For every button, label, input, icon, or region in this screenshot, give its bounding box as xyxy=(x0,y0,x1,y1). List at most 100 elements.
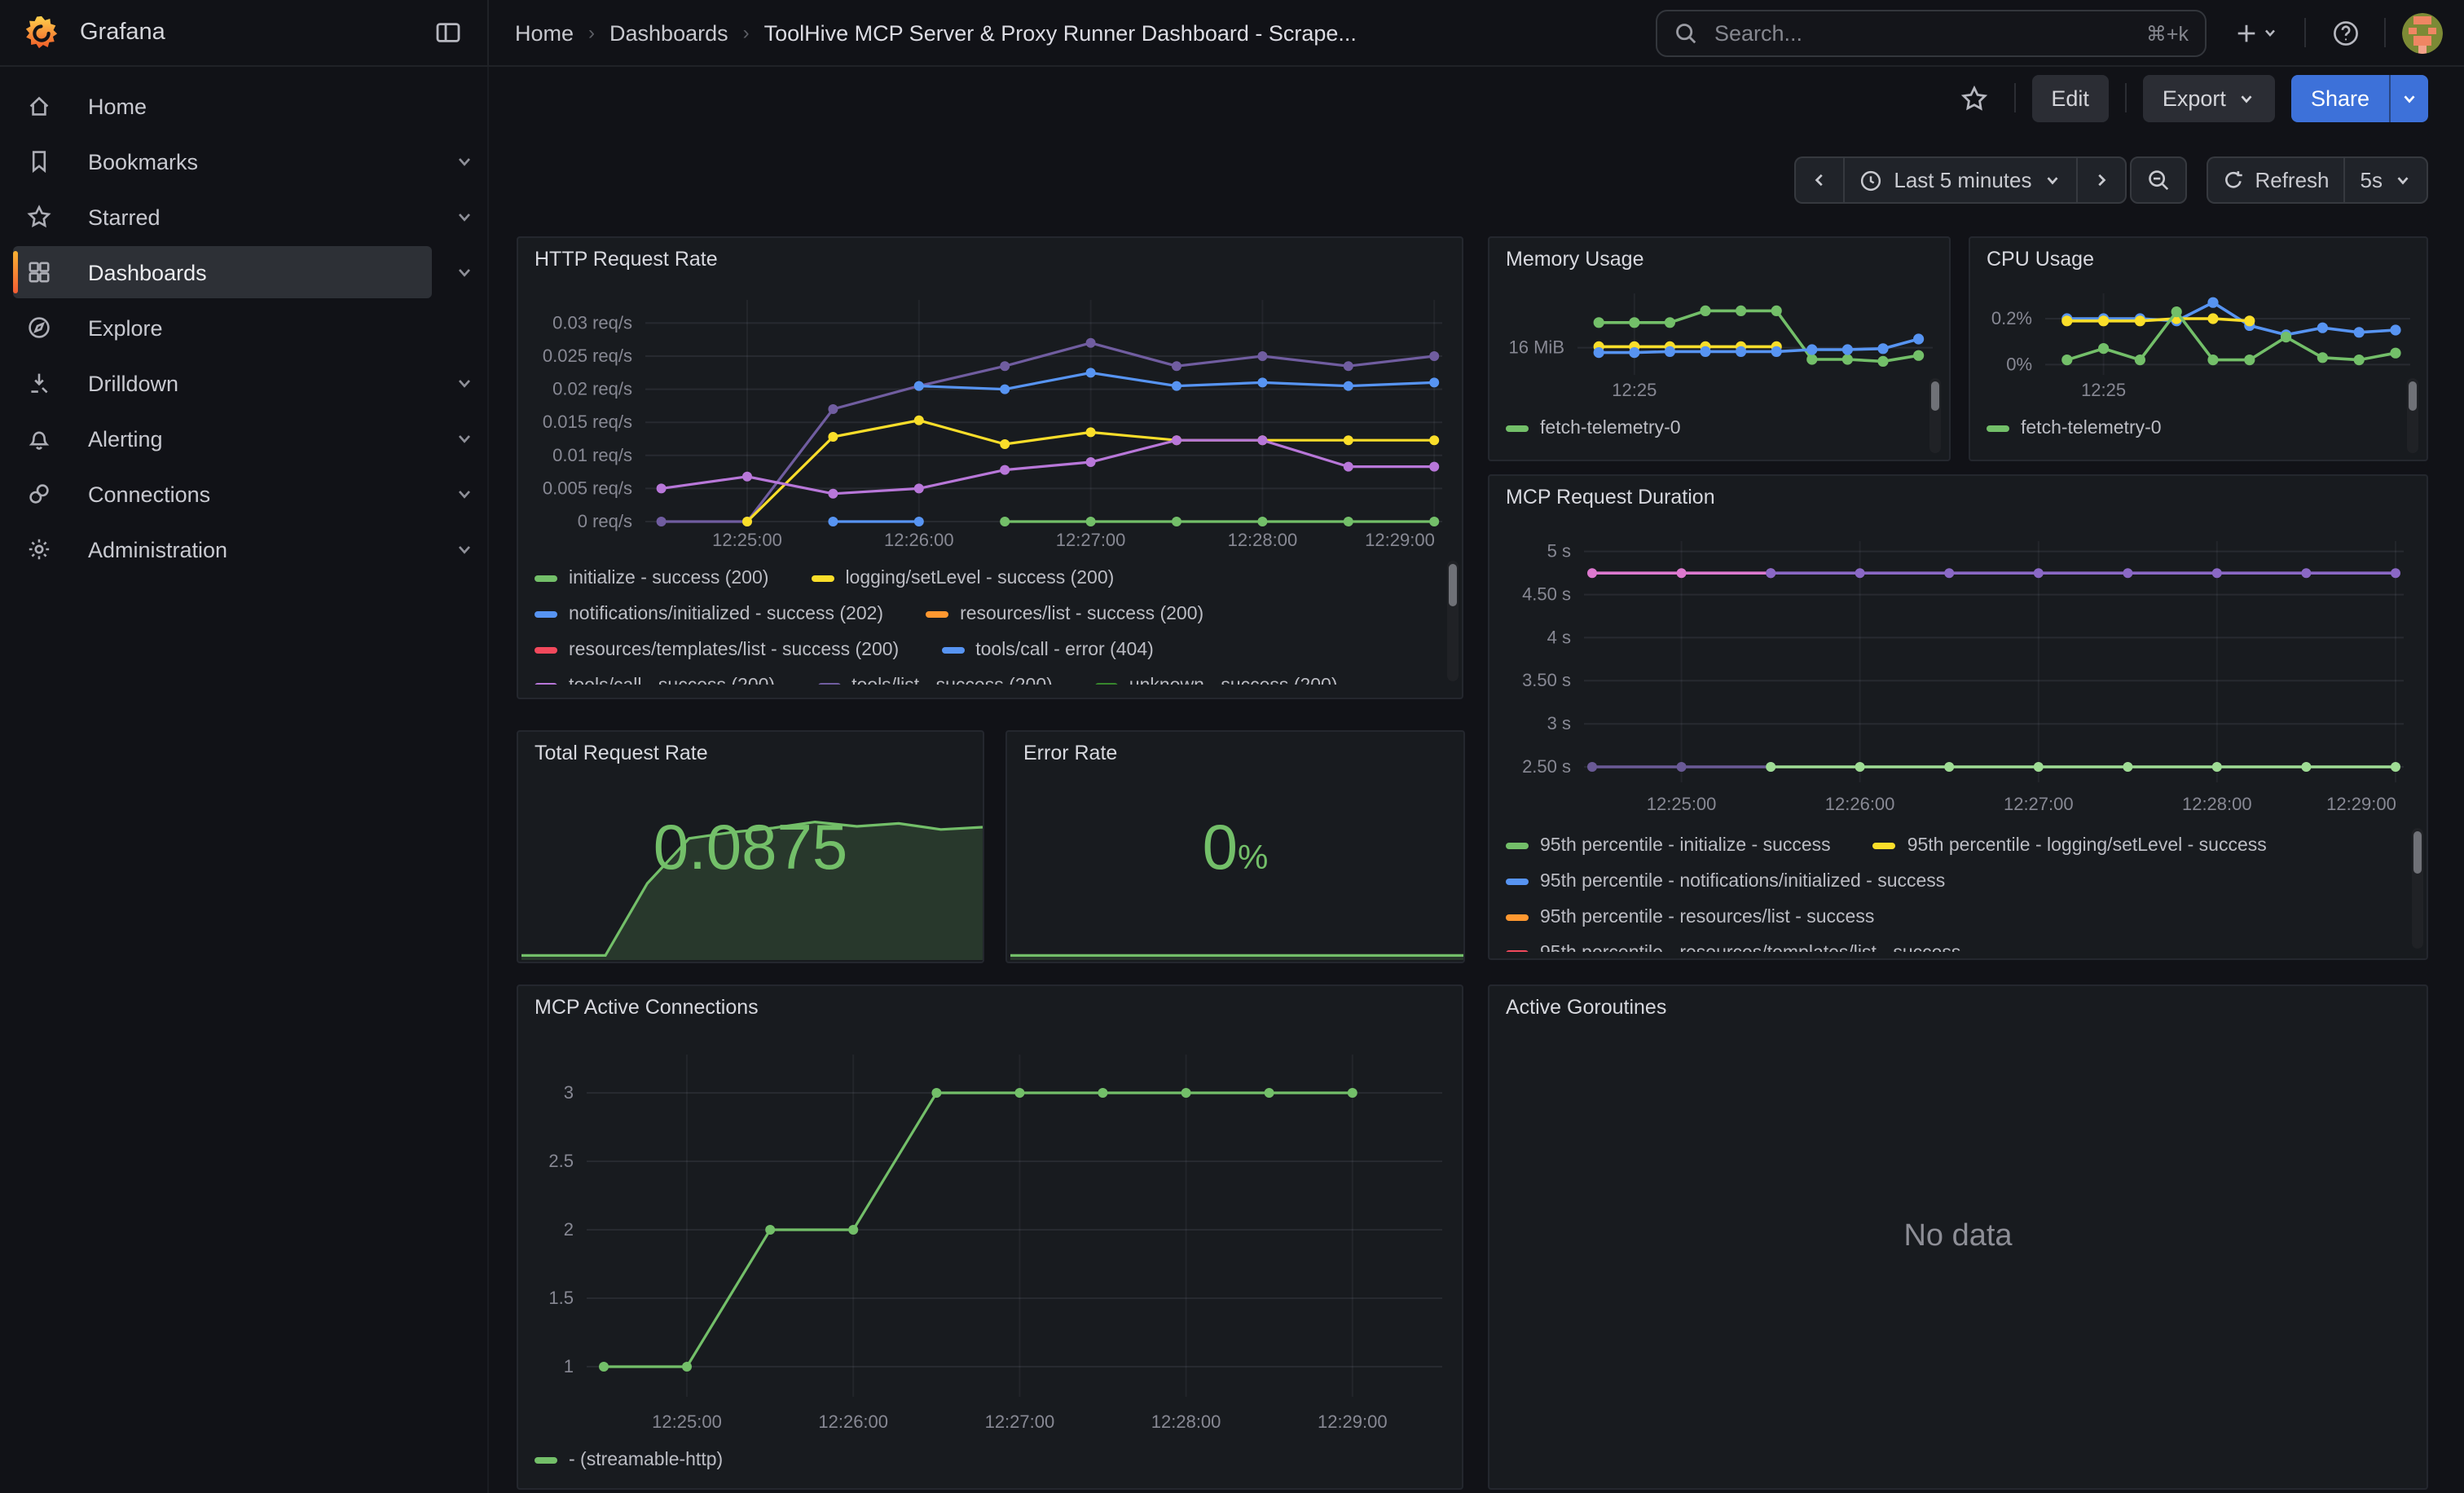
sidebar-item-drilldown[interactable]: Drilldown xyxy=(0,355,487,411)
legend-item[interactable]: logging/setLevel - success (200) xyxy=(811,569,1114,588)
legend-item[interactable]: fetch-telemetry-0 xyxy=(1987,419,2162,438)
legend-item[interactable]: 95th percentile - resources/templates/li… xyxy=(1506,944,1960,952)
svg-text:1: 1 xyxy=(564,1356,574,1376)
legend-item[interactable]: 95th percentile - resources/list - succe… xyxy=(1506,908,1874,927)
legend-item[interactable]: tools/call - success (200) xyxy=(535,676,775,685)
edit-button[interactable]: Edit xyxy=(2031,74,2109,121)
mcp-active-connections-chart[interactable]: 1 1.5 2 2.5 3 12:25:00 12:26:00 12:27:00 12:28:0… xyxy=(531,1038,1452,1436)
legend-scrollbar-thumb[interactable] xyxy=(2409,381,2417,411)
search-box[interactable]: ⌘+k xyxy=(1656,9,2207,56)
sidebar-item-explore[interactable]: Explore xyxy=(0,300,487,355)
legend-label: 95th percentile - initialize - success xyxy=(1540,836,1831,856)
sidebar-item-label: Home xyxy=(88,94,147,118)
svg-text:12:29:00: 12:29:00 xyxy=(1365,530,1435,550)
sidebar-item-connections[interactable]: Connections xyxy=(0,466,487,522)
help-icon[interactable] xyxy=(2322,10,2368,55)
panel-title[interactable]: MCP Active Connections xyxy=(535,996,759,1019)
chevron-down-icon[interactable] xyxy=(455,540,474,559)
legend-scrollbar-thumb[interactable] xyxy=(2413,831,2422,874)
breadcrumb-home[interactable]: Home xyxy=(515,20,574,45)
legend-item[interactable]: unknown - success (200) xyxy=(1094,676,1338,685)
legend-item[interactable]: - (streamable-http) xyxy=(535,1451,723,1470)
cpu-usage-chart[interactable]: 0.2% 0% 12:25 xyxy=(1983,280,2417,404)
sidebar-toggle-button[interactable] xyxy=(425,10,471,55)
memory-usage-chart[interactable]: 16 MiB 12:25 xyxy=(1503,280,1939,404)
legend-label: 95th percentile - logging/setLevel - suc… xyxy=(1907,836,2267,856)
time-controls: Last 5 minutes Refresh 5s xyxy=(1794,156,2428,204)
series-color-swatch xyxy=(926,611,949,618)
legend-scrollbar xyxy=(1929,378,1941,453)
legend-item[interactable]: tools/list - success (200) xyxy=(817,676,1053,685)
breadcrumb-separator: › xyxy=(588,21,596,44)
chart-legend: fetch-telemetry-0 xyxy=(1987,411,2378,450)
sidebar-item-home[interactable]: Home xyxy=(0,78,487,134)
dashboard-toolbar: Edit Export Share xyxy=(489,65,2464,130)
panel-mcp-request-duration: MCP Request Duration 2.50 s 3 s 3.50 s 4 s 4… xyxy=(1488,474,2428,960)
legend-item[interactable]: notifications/initialized - success (202… xyxy=(535,605,883,624)
time-shift-back-button[interactable] xyxy=(1794,156,1844,204)
chevron-down-icon[interactable] xyxy=(455,207,474,227)
bookmark-icon xyxy=(26,148,52,174)
share-button[interactable]: Share xyxy=(2290,74,2389,121)
chevron-down-icon[interactable] xyxy=(455,429,474,448)
svg-text:3.50 s: 3.50 s xyxy=(1522,670,1571,690)
chevron-down-icon[interactable] xyxy=(455,484,474,504)
time-range-picker[interactable]: Last 5 minutes xyxy=(1843,156,2076,204)
panel-title[interactable]: Total Request Rate xyxy=(535,742,708,764)
panel-title[interactable]: MCP Request Duration xyxy=(1506,486,1715,509)
legend-item[interactable]: fetch-telemetry-0 xyxy=(1506,419,1681,438)
breadcrumb-dashboards[interactable]: Dashboards xyxy=(609,20,728,45)
legend-label: fetch-telemetry-0 xyxy=(1540,419,1681,438)
sidebar-item-bookmarks[interactable]: Bookmarks xyxy=(0,134,487,189)
legend-item[interactable]: resources/list - success (200) xyxy=(926,605,1203,624)
search-input[interactable] xyxy=(1711,19,2133,46)
user-avatar[interactable] xyxy=(2402,12,2443,53)
legend-scrollbar-thumb[interactable] xyxy=(1449,564,1457,606)
legend-label: notifications/initialized - success (202… xyxy=(569,605,884,624)
zoom-out-button[interactable] xyxy=(2129,156,2187,204)
panel-active-goroutines: Active Goroutines No data xyxy=(1488,984,2428,1490)
time-shift-forward-button[interactable] xyxy=(2075,156,2127,204)
sidebar-item-label: Dashboards xyxy=(88,260,207,284)
legend-item[interactable]: 95th percentile - notifications/initiali… xyxy=(1506,872,1945,892)
chevron-down-icon[interactable] xyxy=(455,373,474,393)
panel-title[interactable]: CPU Usage xyxy=(1987,248,2094,271)
sidebar-item-alerting[interactable]: Alerting xyxy=(0,411,487,466)
legend-scrollbar xyxy=(2407,378,2418,453)
panel-title[interactable]: Memory Usage xyxy=(1506,248,1644,271)
favorite-star-button[interactable] xyxy=(1951,75,1997,121)
new-plus-button[interactable] xyxy=(2223,10,2288,55)
share-dropdown-caret[interactable] xyxy=(2389,74,2428,121)
export-button[interactable]: Export xyxy=(2142,74,2275,121)
series-color-swatch xyxy=(1506,425,1529,432)
divider xyxy=(2124,83,2127,112)
http-request-rate-chart[interactable]: 0 req/s 0.005 req/s 0.01 req/s 0.015 req/s 0… xyxy=(531,287,1452,554)
chevron-down-icon[interactable] xyxy=(455,262,474,282)
refresh-button[interactable]: Refresh xyxy=(2206,156,2344,204)
mega-menu-sidebar: Home Bookmarks Starred Dashboards Explore Dri… xyxy=(0,65,489,1493)
refresh-interval-dropdown[interactable]: 5s xyxy=(2343,156,2428,204)
top-navbar: Grafana Home › Dashboards › ToolHive MCP… xyxy=(0,0,2464,67)
sidebar-item-dashboards[interactable]: Dashboards xyxy=(0,244,487,300)
panel-title[interactable]: Error Rate xyxy=(1023,742,1118,764)
grafana-logo-icon[interactable] xyxy=(23,14,60,51)
legend-item[interactable]: initialize - success (200) xyxy=(535,569,768,588)
panel-title[interactable]: Active Goroutines xyxy=(1506,996,1667,1019)
chevron-down-icon[interactable] xyxy=(455,152,474,171)
panel-total-request-rate: Total Request Rate 0.0875 xyxy=(517,730,984,963)
chart-legend: 95th percentile - initialize - success 95… xyxy=(1506,828,2392,952)
legend-item[interactable]: resources/templates/list - success (200) xyxy=(535,641,899,660)
svg-text:0.02 req/s: 0.02 req/s xyxy=(552,379,632,399)
panel-title[interactable]: HTTP Request Rate xyxy=(535,248,718,271)
series-color-swatch xyxy=(811,575,834,582)
legend-item[interactable]: 95th percentile - initialize - success xyxy=(1506,836,1831,856)
legend-scrollbar-thumb[interactable] xyxy=(1931,381,1939,411)
legend-item[interactable]: 95th percentile - logging/setLevel - suc… xyxy=(1872,836,2267,856)
sidebar-item-administration[interactable]: Administration xyxy=(0,522,487,577)
mcp-request-duration-chart[interactable]: 2.50 s 3 s 3.50 s 4 s 4.50 s 5 s 12:25:00 12:26… xyxy=(1503,525,2417,818)
svg-text:12:27:00: 12:27:00 xyxy=(985,1412,1055,1432)
sidebar-item-starred[interactable]: Starred xyxy=(0,189,487,244)
sidebar-item-label: Bookmarks xyxy=(88,149,199,174)
stat-unit: % xyxy=(1238,839,1269,877)
legend-item[interactable]: tools/call - error (404) xyxy=(941,641,1154,660)
